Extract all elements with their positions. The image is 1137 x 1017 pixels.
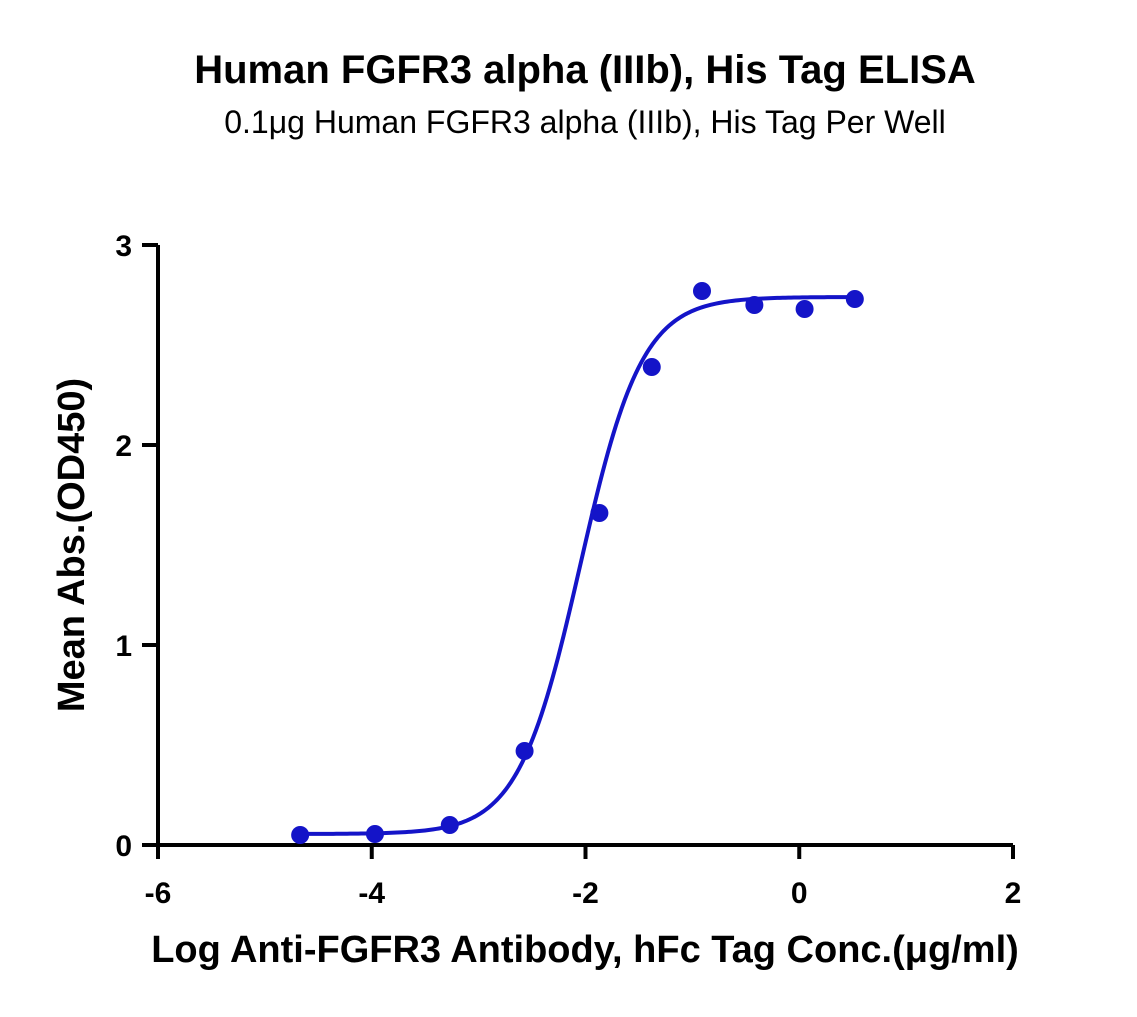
x-tick-label: -2 xyxy=(572,877,599,910)
y-ticks: 0 1 2 3 xyxy=(115,230,158,863)
data-point xyxy=(642,358,661,376)
data-point xyxy=(692,282,711,300)
x-tick-label: 2 xyxy=(1005,877,1022,910)
x-tick-label: -4 xyxy=(358,877,385,910)
data-point xyxy=(845,290,864,308)
chart-title: Human FGFR3 alpha (IIIb), His Tag ELISA xyxy=(194,48,976,92)
x-axis-label: Log Anti-FGFR3 Antibody, hFc Tag Conc.(μ… xyxy=(151,929,1019,971)
data-point xyxy=(795,300,814,318)
data-point xyxy=(590,504,609,522)
y-tick-label: 0 xyxy=(115,830,132,863)
data-point xyxy=(515,742,534,760)
y-tick-label: 1 xyxy=(115,630,132,663)
data-point xyxy=(365,825,384,843)
fit-curve xyxy=(300,295,855,836)
y-tick-label: 3 xyxy=(115,230,132,263)
x-tick-label: 0 xyxy=(791,877,808,910)
data-point xyxy=(745,296,764,314)
chart-subtitle: 0.1μg Human FGFR3 alpha (IIIb), His Tag … xyxy=(224,104,946,140)
y-tick-label: 2 xyxy=(115,430,132,463)
y-axis-label: Mean Abs.(OD450) xyxy=(51,378,93,712)
data-point xyxy=(291,826,310,844)
data-point xyxy=(440,816,459,834)
x-tick-label: -6 xyxy=(145,877,172,910)
data-points xyxy=(291,282,864,844)
x-ticks: -6 -4 -2 0 2 xyxy=(145,845,1022,910)
